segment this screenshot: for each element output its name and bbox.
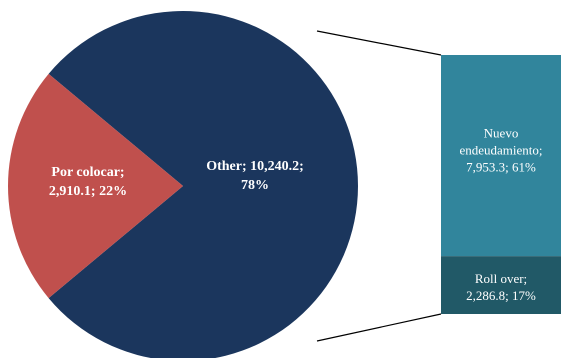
pie-slice-por-colocar [8,73,183,299]
bar-segment-nuevo-endeudamiento [441,55,561,257]
connector-lines [316,30,442,342]
main-pie [8,11,358,358]
data-label-other: Other; 10,240.2; 78% [206,159,304,193]
data-labels: Other; 10,240.2; 78% Por colocar; 2,910.1; … [49,126,543,303]
breakdown-bar [441,55,561,314]
pie-slice-other [48,11,358,358]
data-label-por-colocar: Por colocar; 2,910.1; 22% [49,165,127,199]
data-label-nuevo-endeudamiento: Nuevo endeudamiento; 7,953.3; 61% [459,126,542,175]
data-label-roll-over: Roll over; 2,286.8; 17% [466,271,536,303]
bar-segment-roll-over [441,256,561,314]
connector-top [316,30,442,56]
connector-bottom [316,313,442,342]
